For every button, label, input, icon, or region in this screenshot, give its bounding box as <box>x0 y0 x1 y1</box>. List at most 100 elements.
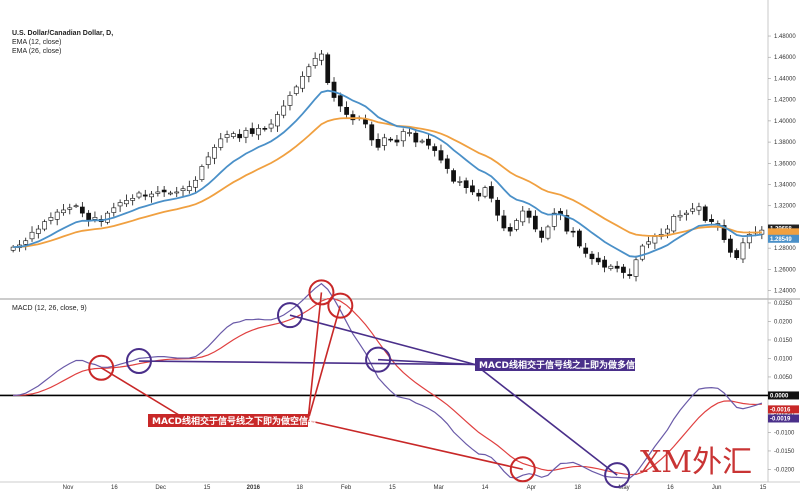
price-tick-label: 1.38000 <box>774 140 796 146</box>
signal-line <box>13 298 762 476</box>
candle-body <box>652 236 658 244</box>
candle-body <box>394 139 400 143</box>
candle-body <box>218 138 224 148</box>
x-tick-label: 18 <box>574 485 581 491</box>
watermark-logo: XM外汇 <box>640 445 752 480</box>
candle-body <box>29 231 35 240</box>
candle-body <box>526 210 532 218</box>
candle-body <box>237 133 243 139</box>
candle-body <box>407 132 412 134</box>
ema26-line <box>13 117 762 248</box>
candle-body <box>363 119 368 125</box>
candle-body <box>319 53 324 61</box>
candle-body <box>168 192 173 195</box>
candle-body <box>665 228 670 234</box>
bear-annotation-text: MACD线相交于信号线之下即为做空信号 <box>152 415 317 427</box>
price-tick-label: 1.26000 <box>774 267 796 273</box>
candle-body <box>476 192 482 197</box>
candle-body <box>507 227 513 232</box>
bull-cross-circle <box>604 462 631 489</box>
candle-body <box>633 259 639 277</box>
price-tick-label: 1.28000 <box>774 246 796 252</box>
price-tick-label: 1.42000 <box>774 98 796 104</box>
candle-body <box>413 132 419 143</box>
macd-title: MACD (12, 26, close, 9) <box>12 305 87 312</box>
candle-body <box>161 189 167 193</box>
candle-body <box>199 166 205 180</box>
x-tick-label: Mar <box>433 485 443 491</box>
candle-body <box>728 238 733 253</box>
macd-panel <box>0 282 768 479</box>
bear-cross-circle <box>327 292 354 319</box>
candle-body <box>230 133 236 137</box>
candle-body <box>174 191 180 194</box>
candle-body <box>740 242 746 260</box>
x-tick-label: 15 <box>204 485 211 491</box>
bull-cross-circle <box>276 302 303 329</box>
candle-body <box>180 188 186 191</box>
candle-body <box>690 208 696 212</box>
macd-tick-label: -0.0150 <box>774 449 795 455</box>
x-tick-label: Feb <box>341 485 352 491</box>
macd-legend: MACD (12, 26, close, 9) <box>12 304 87 313</box>
candle-body <box>149 193 154 198</box>
candle-body <box>671 216 677 232</box>
candle-body <box>86 212 92 221</box>
macd-line <box>13 282 763 479</box>
bull-annotation-box <box>475 358 635 371</box>
candle-body <box>646 241 651 245</box>
candle-body <box>243 130 249 138</box>
annotation-layer: MACD线相交于信号线之上即为做多信号 MACD线相交于信号线之下即为做空信号 XM… <box>88 279 752 489</box>
candle-body <box>426 138 431 146</box>
candle-body <box>457 181 463 183</box>
candle-body <box>501 215 507 229</box>
candle-body <box>287 95 293 106</box>
bull-annotation-text: MACD线相交于信号线之上即为做多信号 <box>479 359 644 371</box>
x-tick-label: 18 <box>296 485 303 491</box>
candle-body <box>293 86 299 94</box>
x-tick-label: 15 <box>389 485 396 491</box>
macd-tick-label: 0.0200 <box>774 319 793 325</box>
price-tick-label: 1.40000 <box>774 119 796 125</box>
candle-body <box>331 81 337 98</box>
candle-body <box>186 186 192 191</box>
candle-body <box>639 245 645 260</box>
macd-tag <box>768 405 799 414</box>
ema12-legend: EMA (12, close) <box>12 39 62 46</box>
price-tick-label: 1.48000 <box>774 34 796 40</box>
candle-body <box>608 265 614 269</box>
candle-body <box>337 95 343 107</box>
candle-body <box>451 170 456 182</box>
candle-body <box>281 105 287 116</box>
candle-body <box>193 179 198 188</box>
price-legend: U.S. Dollar/Canadian Dollar, D, EMA (12,… <box>12 29 113 56</box>
candle-body <box>61 209 66 214</box>
bull-pointer <box>138 360 476 366</box>
candle-body <box>155 191 161 194</box>
candle-body <box>621 266 626 273</box>
candle-body <box>495 199 500 216</box>
price-tag-label: 1.28549 <box>770 237 792 243</box>
x-tick-label: May <box>618 485 629 491</box>
macd-tick-label: -0.0100 <box>774 430 795 436</box>
candle-body <box>262 128 268 130</box>
candle-body <box>249 128 255 134</box>
candle-body <box>595 257 601 263</box>
candle-body <box>614 265 620 269</box>
candle-body <box>54 211 60 220</box>
bear-pointer <box>307 419 523 471</box>
candle-body <box>721 225 727 240</box>
candle-body <box>400 131 406 142</box>
candle-body <box>746 234 752 244</box>
candle-body <box>67 207 73 210</box>
candle-body <box>488 186 494 199</box>
bull-pointer <box>289 314 476 366</box>
x-tick-label: 15 <box>760 485 767 491</box>
candle-body <box>388 138 394 141</box>
bear-pointer <box>307 292 323 421</box>
price-tick-label: 1.46000 <box>774 55 796 61</box>
candle-body <box>432 146 438 151</box>
candle-body <box>551 212 557 227</box>
macd-tick-label: 0.0250 <box>774 301 793 307</box>
